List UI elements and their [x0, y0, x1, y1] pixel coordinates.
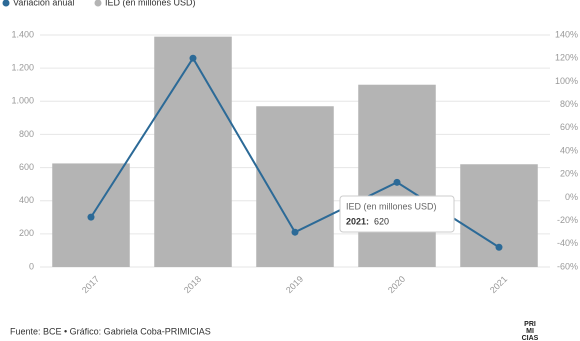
logo: MI: [526, 328, 534, 335]
y2-tick-label: 140%: [555, 29, 578, 39]
x-tick-label: 2018: [182, 274, 203, 295]
y-tick-label: 400: [19, 195, 34, 205]
x-tick-label: 2019: [284, 274, 305, 295]
y2-tick-label: -60%: [557, 261, 578, 271]
y2-tick-label: 20%: [560, 169, 578, 179]
legend-swatch: [94, 0, 102, 7]
line-point: [189, 54, 197, 62]
legend-swatch: [2, 0, 10, 7]
tooltip-value: 620: [374, 216, 389, 226]
x-tick-label: 2021: [488, 274, 509, 295]
y-tick-label: 800: [19, 129, 34, 139]
line-point: [495, 243, 503, 251]
x-tick-label: 2017: [80, 274, 101, 295]
y2-tick-label: 100%: [555, 76, 578, 86]
y-tick-label: 600: [19, 162, 34, 172]
y-tick-label: 1.200: [11, 63, 34, 73]
tooltip-label: 2021:: [346, 216, 369, 226]
tooltip-title: IED (en millones USD): [346, 201, 437, 211]
logo: PRI: [524, 321, 536, 328]
logo: CIAS: [522, 335, 539, 341]
tooltip: IED (en millones USD) 2021: 620: [339, 195, 455, 233]
y-tick-label: 1.000: [11, 96, 34, 106]
y-tick-label: 200: [19, 228, 34, 238]
y2-tick-label: 120%: [555, 53, 578, 63]
bar: [154, 36, 232, 268]
tooltip-box: [339, 195, 455, 233]
y2-tick-label: 40%: [560, 145, 578, 155]
y2-tick-label: 60%: [560, 122, 578, 132]
y-tick-label: 0: [29, 261, 34, 271]
bar: [358, 84, 436, 267]
y-tick-label: 1.400: [11, 29, 34, 39]
x-tick-label: 2020: [386, 274, 407, 295]
legend-label: IED (en millones USD): [105, 0, 196, 7]
line-point: [291, 228, 299, 236]
y2-tick-label: -20%: [557, 215, 578, 225]
y2-tick-label: 0%: [565, 192, 578, 202]
line-point: [87, 213, 95, 221]
bar: [460, 164, 538, 267]
y2-tick-label: -40%: [557, 238, 578, 248]
legend-label: Variación anual: [13, 0, 74, 7]
y2-tick-label: 80%: [560, 99, 578, 109]
source: Fuente: BCE • Gráfico: Gabriela Coba-PRI…: [10, 326, 211, 336]
line-point: [393, 178, 401, 186]
